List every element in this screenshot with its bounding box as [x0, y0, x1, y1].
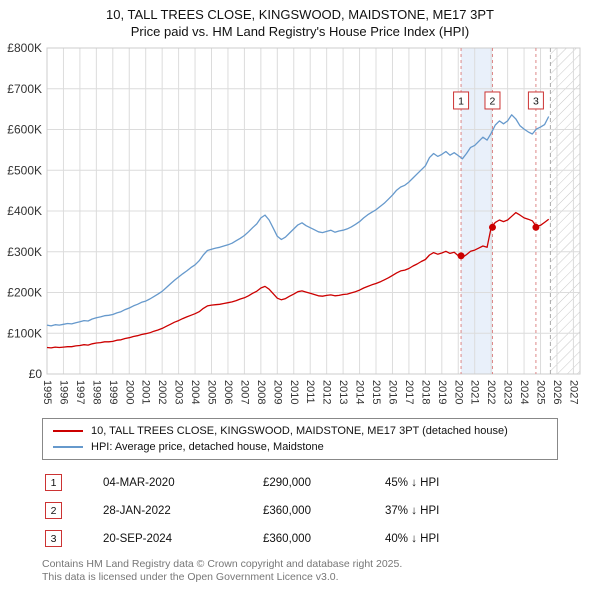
sale-marker-dot	[532, 223, 540, 231]
transaction-row: 3 20-SEP-2024 £360,000 40% ↓ HPI	[45, 530, 600, 547]
transactions-table: 1 04-MAR-2020 £290,000 45% ↓ HPI 2 28-JA…	[0, 474, 600, 547]
property-line-swatch	[53, 430, 83, 432]
svg-text:2010: 2010	[288, 380, 300, 404]
svg-text:£500K: £500K	[7, 163, 42, 177]
svg-text:2014: 2014	[354, 380, 366, 404]
transaction-1-marker: 1	[45, 474, 62, 491]
svg-text:2001: 2001	[140, 380, 152, 404]
sale-marker-box	[527, 91, 544, 110]
svg-text:£200K: £200K	[7, 286, 42, 300]
transaction-2-date: 28-JAN-2022	[103, 504, 171, 517]
legend-item-hpi: HPI: Average price, detached house, Maid…	[49, 439, 551, 455]
svg-text:2000: 2000	[123, 380, 135, 404]
sale-marker-box	[484, 91, 501, 110]
svg-text:2017: 2017	[403, 380, 415, 404]
svg-text:2021: 2021	[469, 380, 481, 404]
transaction-1-vs-hpi: 45% ↓ HPI	[385, 476, 440, 489]
svg-text:1996: 1996	[57, 380, 69, 404]
footer-line-1: Contains HM Land Registry data © Crown c…	[42, 558, 403, 570]
svg-text:1998: 1998	[90, 380, 102, 404]
chart-subtitle: Price paid vs. HM Land Registry's House …	[130, 24, 470, 39]
svg-text:2009: 2009	[271, 380, 283, 404]
footer-line-2: This data is licensed under the Open Gov…	[42, 571, 339, 583]
hpi-line-swatch	[53, 446, 83, 448]
license-footer: Contains HM Land Registry data © Crown c…	[42, 558, 600, 584]
transaction-3-vs-hpi: 40% ↓ HPI	[385, 532, 440, 545]
svg-text:2008: 2008	[255, 380, 267, 404]
legend-item-property: 10, TALL TREES CLOSE, KINGSWOOD, MAIDSTO…	[49, 423, 551, 439]
svg-text:2013: 2013	[337, 380, 349, 404]
svg-text:2025: 2025	[535, 380, 547, 404]
svg-text:1: 1	[458, 95, 464, 107]
svg-text:2022: 2022	[485, 380, 497, 404]
sale-marker-dot	[488, 223, 496, 231]
svg-text:1999: 1999	[107, 380, 119, 404]
transaction-2-marker: 2	[45, 502, 62, 519]
svg-text:£800K: £800K	[7, 41, 42, 55]
legend: 10, TALL TREES CLOSE, KINGSWOOD, MAIDSTO…	[42, 418, 558, 460]
svg-text:£100K: £100K	[7, 326, 42, 340]
svg-text:2012: 2012	[321, 380, 333, 404]
svg-text:2019: 2019	[436, 380, 448, 404]
series-line	[46, 114, 550, 327]
transaction-2-vs-hpi: 37% ↓ HPI	[385, 504, 440, 517]
svg-text:1995: 1995	[41, 380, 53, 404]
svg-text:2004: 2004	[189, 380, 201, 404]
svg-text:£700K: £700K	[7, 82, 42, 96]
transaction-row: 1 04-MAR-2020 £290,000 45% ↓ HPI	[45, 474, 600, 491]
svg-text:£0: £0	[29, 367, 43, 381]
svg-text:£400K: £400K	[7, 204, 42, 218]
svg-text:2015: 2015	[370, 380, 382, 404]
transaction-1-price: £290,000	[263, 476, 311, 489]
legend-label-hpi: HPI: Average price, detached house, Maid…	[91, 441, 324, 453]
svg-text:2005: 2005	[206, 380, 218, 404]
sale-marker-box	[453, 91, 470, 110]
svg-text:2006: 2006	[222, 380, 234, 404]
transaction-2-price: £360,000	[263, 504, 311, 517]
svg-text:£300K: £300K	[7, 245, 42, 259]
chart-title: 10, TALL TREES CLOSE, KINGSWOOD, MAIDSTO…	[106, 7, 494, 22]
svg-text:1997: 1997	[74, 380, 86, 404]
transaction-3-marker: 3	[45, 530, 62, 547]
svg-text:2018: 2018	[419, 380, 431, 404]
transaction-row: 2 28-JAN-2022 £360,000 37% ↓ HPI	[45, 502, 600, 519]
transaction-3-price: £360,000	[263, 532, 311, 545]
svg-text:2003: 2003	[173, 380, 185, 404]
svg-text:3: 3	[533, 95, 539, 107]
series-line	[46, 211, 550, 349]
legend-label-property: 10, TALL TREES CLOSE, KINGSWOOD, MAIDSTO…	[91, 425, 508, 437]
svg-text:2023: 2023	[502, 380, 514, 404]
sale-marker-dot	[457, 252, 465, 260]
svg-text:2: 2	[490, 95, 496, 107]
svg-text:2024: 2024	[518, 380, 530, 404]
price-history-chart: 1 2 3 £0 £100K £200K £300K £400K £500K £600K £700K…	[7, 41, 581, 404]
transaction-1-date: 04-MAR-2020	[103, 476, 175, 489]
transaction-3-date: 20-SEP-2024	[103, 532, 173, 545]
svg-text:2020: 2020	[452, 380, 464, 404]
svg-text:2026: 2026	[551, 380, 563, 404]
svg-text:£600K: £600K	[7, 123, 42, 137]
svg-text:2011: 2011	[304, 380, 316, 404]
svg-text:2016: 2016	[386, 380, 398, 404]
svg-text:2002: 2002	[156, 380, 168, 404]
svg-text:2007: 2007	[238, 380, 250, 404]
svg-text:2027: 2027	[567, 380, 579, 404]
